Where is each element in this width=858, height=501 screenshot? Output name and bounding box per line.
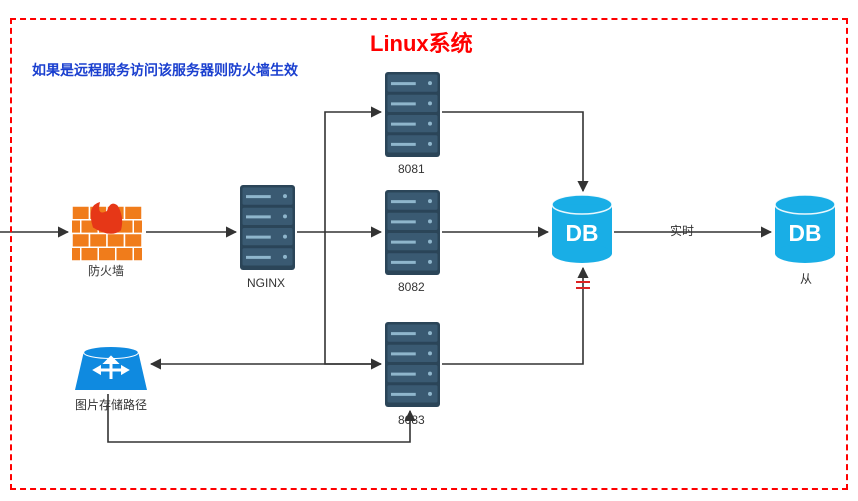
database-2-sublabel: 从: [800, 270, 812, 287]
server-8083-icon: [385, 322, 440, 412]
server-8082-icon: [385, 190, 440, 280]
svg-text:DB: DB: [789, 220, 822, 246]
nginx-server-icon-label: NGINX: [247, 276, 285, 290]
edge-4-label: 实时: [670, 222, 694, 239]
database-1-icon: DB: [552, 195, 612, 268]
nginx-server-icon: [240, 185, 295, 275]
main-title: Linux系统: [370, 26, 473, 58]
firewall-icon: [72, 200, 142, 266]
svg-text:DB: DB: [566, 220, 599, 246]
router-icon: [75, 340, 147, 395]
server-8081-icon: [385, 72, 440, 162]
database-2-icon: DB: [775, 195, 835, 268]
server-8082-icon-label: 8082: [398, 280, 425, 294]
firewall-icon-label: 防火墙: [88, 262, 124, 279]
server-8081-icon-label: 8081: [398, 162, 425, 176]
diagram-canvas: Linux系统如果是远程服务访问该服务器则防火墙生效 防火墙 NGINX 8081 8…: [0, 0, 858, 501]
firewall-note: 如果是远程服务访问该服务器则防火墙生效: [32, 60, 298, 80]
server-8083-icon-label: 8083: [398, 413, 425, 427]
router-icon-label: 图片存储路径: [75, 396, 147, 413]
